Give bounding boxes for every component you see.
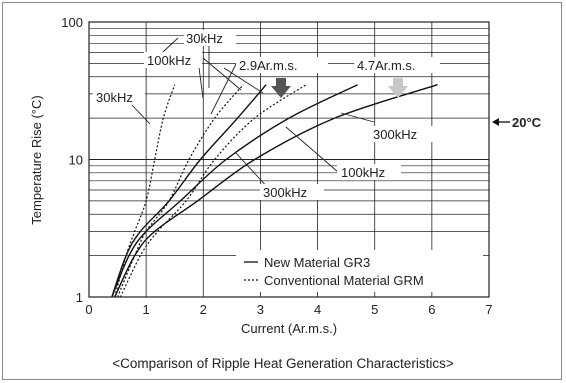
- ambient-indicator: 20°C: [492, 115, 542, 130]
- ambient-temp-label: 20°C: [512, 115, 542, 130]
- x-tick-label: 5: [371, 302, 378, 317]
- label-300khz-right: 300kHz: [373, 127, 417, 142]
- y-tick-label: 10: [69, 153, 83, 168]
- x-tick-label: 2: [200, 302, 207, 317]
- x-tick-label: 1: [143, 302, 150, 317]
- down-arrow-icon: [388, 78, 408, 98]
- down-arrow-icon: [271, 78, 291, 98]
- x-tick-labels: 0 1 2 3 4 5 6 7: [85, 302, 492, 317]
- curve-solid-100khz: [111, 84, 358, 298]
- x-tick-label: 7: [485, 302, 492, 317]
- figure-caption: <Comparison of Ripple Heat Generation Ch…: [112, 356, 454, 371]
- label-30khz-top: 30kHz: [186, 31, 223, 46]
- current-gr3-label: 2.9Ar.m.s.: [239, 58, 298, 73]
- curve-dotted-100khz: [117, 84, 244, 298]
- plot-area: [88, 21, 490, 298]
- x-tick-label: 6: [428, 302, 435, 317]
- y-axis-label: Temperature Rise (°C): [29, 95, 44, 224]
- label-300khz-bottom: 300kHz: [263, 185, 307, 200]
- legend: New Material GR3 Conventional Material G…: [236, 250, 483, 292]
- y-tick-labels: 1 10 100: [61, 15, 83, 305]
- label-100khz-bottom: 100kHz: [341, 165, 385, 180]
- x-tick-label: 0: [85, 302, 92, 317]
- x-axis-label: Current (Ar.m.s.): [241, 321, 337, 336]
- label-100khz-top: 100kHz: [147, 53, 191, 68]
- curve-dotted-30khz: [114, 84, 176, 298]
- legend-label-gr3: New Material GR3: [264, 255, 370, 270]
- y-tick-label: 100: [61, 15, 83, 30]
- x-tick-label: 3: [257, 302, 264, 317]
- freq-labels: 30kHz 100kHz 30kHz 300kHz 100kHz 300kHz: [93, 30, 435, 200]
- curve-dotted-300khz: [119, 84, 307, 298]
- curve-solid-30khz: [111, 84, 267, 298]
- legend-label-grm: Conventional Material GRM: [264, 273, 424, 288]
- current-grm-label: 4.7Ar.m.s.: [357, 58, 416, 73]
- label-30khz-left: 30kHz: [96, 90, 133, 105]
- curve-solid-300khz: [114, 84, 438, 298]
- left-arrow-icon: [492, 118, 499, 126]
- x-tick-label: 4: [314, 302, 321, 317]
- curves: [111, 84, 438, 298]
- y-tick-label: 1: [76, 290, 83, 305]
- figure-frame: [2, 2, 562, 380]
